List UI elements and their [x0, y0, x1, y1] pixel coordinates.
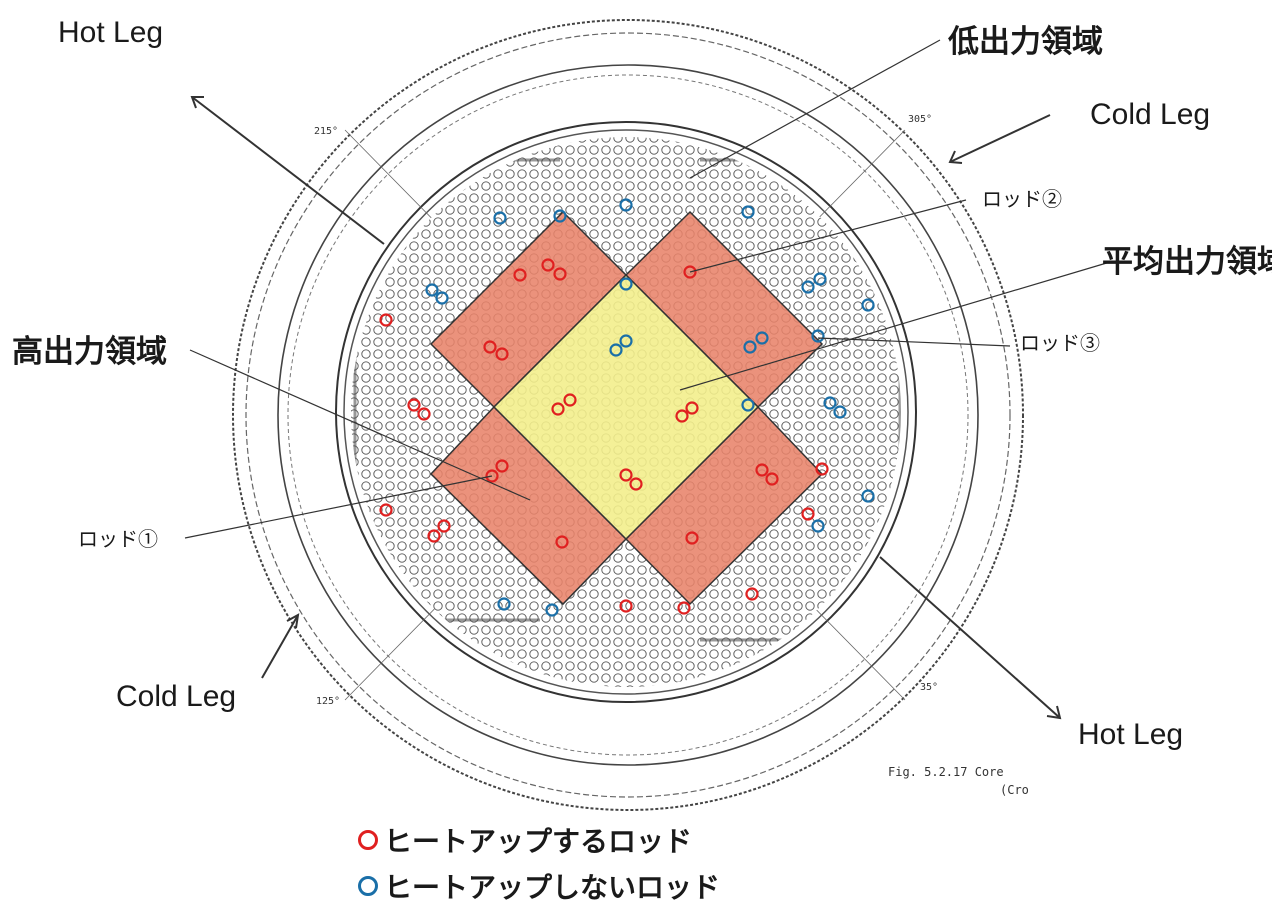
- heatup-rod-ring: [485, 469, 499, 483]
- no-heatup-rod-ring: [801, 280, 815, 294]
- heatup-rod-ring: [379, 503, 393, 517]
- heatup-rod-ring: [541, 258, 555, 272]
- heatup-rod-ring: [427, 529, 441, 543]
- no-heatup-rod-ring: [833, 405, 847, 419]
- heatup-rod-ring: [437, 519, 451, 533]
- heatup-rod-ring: [755, 463, 769, 477]
- hot-leg-label-bottom: Hot Leg: [1078, 718, 1183, 751]
- no-heatup-rod-ring: [741, 398, 755, 412]
- no-heatup-rod-ring: [545, 603, 559, 617]
- heatup-rod-ring: [677, 601, 691, 615]
- heatup-rod-ring: [801, 507, 815, 521]
- heatup-rod-ring: [551, 402, 565, 416]
- heatup-rod-ring: [815, 462, 829, 476]
- red-ring-icon: [358, 830, 378, 850]
- angle-305: 305°: [908, 114, 932, 125]
- average-power-region-label: 平均出力領域: [1102, 244, 1272, 280]
- no-heatup-rod-ring: [619, 277, 633, 291]
- heatup-rod-ring: [495, 347, 509, 361]
- heatup-rod-ring: [495, 459, 509, 473]
- average-power-region: [492, 273, 760, 541]
- heatup-rod-ring: [407, 398, 421, 412]
- legend-heatup-label: ヒートアップするロッド: [384, 825, 693, 858]
- figure-caption-line2: (Cro: [1000, 783, 1029, 797]
- high-power-regions: [429, 210, 824, 606]
- high-power-region-label: 高出力領域: [12, 334, 167, 370]
- no-heatup-rod-ring: [861, 298, 875, 312]
- arrows: [190, 96, 1062, 720]
- no-heatup-rod-ring: [619, 334, 633, 348]
- no-heatup-rod-ring: [741, 205, 755, 219]
- rod-2-label: ロッド②: [982, 187, 1062, 211]
- heatup-rod-ring: [629, 477, 643, 491]
- heatup-rod-ring: [619, 468, 633, 482]
- heatup-rod-ring: [685, 401, 699, 415]
- no-heatup-rod-ring: [811, 329, 825, 343]
- heatup-rod-ring: [483, 340, 497, 354]
- low-power-region-label: 低出力領域: [947, 24, 1103, 60]
- no-heatup-rod-ring: [811, 519, 825, 533]
- no-heatup-rod-ring: [861, 489, 875, 503]
- heatup-rod-ring: [553, 267, 567, 281]
- leader-lines: [184, 39, 1111, 539]
- no-heatup-rod-ring: [823, 396, 837, 410]
- heatup-rod-ring: [563, 393, 577, 407]
- blue-ring-icon: [358, 876, 378, 896]
- legend-no-heatup: ヒートアップしないロッド: [358, 866, 720, 906]
- cold-leg-label-bottom: Cold Leg: [116, 680, 236, 713]
- no-heatup-rod-ring: [813, 272, 827, 286]
- angle-125: 125°: [316, 696, 340, 707]
- legend-no-heatup-label: ヒートアップしないロッド: [384, 871, 721, 904]
- cold-leg-label-top: Cold Leg: [1090, 98, 1210, 131]
- figure-caption-line1: Fig. 5.2.17 Core: [888, 765, 1004, 779]
- angle-35: 35°: [920, 682, 938, 693]
- no-heatup-rod-markers: [425, 198, 875, 617]
- no-heatup-rod-ring: [609, 343, 623, 357]
- no-heatup-rod-ring: [435, 291, 449, 305]
- heatup-rod-ring: [683, 265, 697, 279]
- rod-3-label: ロッド③: [1020, 331, 1100, 355]
- no-heatup-rod-ring: [743, 340, 757, 354]
- vessel-rings: [232, 19, 1024, 811]
- heatup-rod-ring: [745, 587, 759, 601]
- heatup-rod-ring: [379, 313, 393, 327]
- legend-heatup: ヒートアップするロッド: [358, 820, 692, 860]
- heatup-rod-ring: [765, 472, 779, 486]
- hot-leg-label-top: Hot Leg: [58, 16, 163, 49]
- heatup-rod-markers: [379, 258, 829, 615]
- no-heatup-rod-ring: [493, 211, 507, 225]
- heatup-rod-ring: [555, 535, 569, 549]
- heatup-rod-ring: [417, 407, 431, 421]
- angle-215: 215°: [314, 126, 338, 137]
- heatup-rod-ring: [685, 531, 699, 545]
- no-heatup-rod-ring: [619, 198, 633, 212]
- heatup-rod-ring: [675, 409, 689, 423]
- no-heatup-rod-ring: [425, 283, 439, 297]
- no-heatup-rod-ring: [755, 331, 769, 345]
- no-heatup-rod-ring: [553, 209, 567, 223]
- heatup-rod-ring: [513, 268, 527, 282]
- heatup-rod-ring: [619, 599, 633, 613]
- no-heatup-rod-ring: [497, 597, 511, 611]
- rod-1-label: ロッド①: [78, 527, 158, 551]
